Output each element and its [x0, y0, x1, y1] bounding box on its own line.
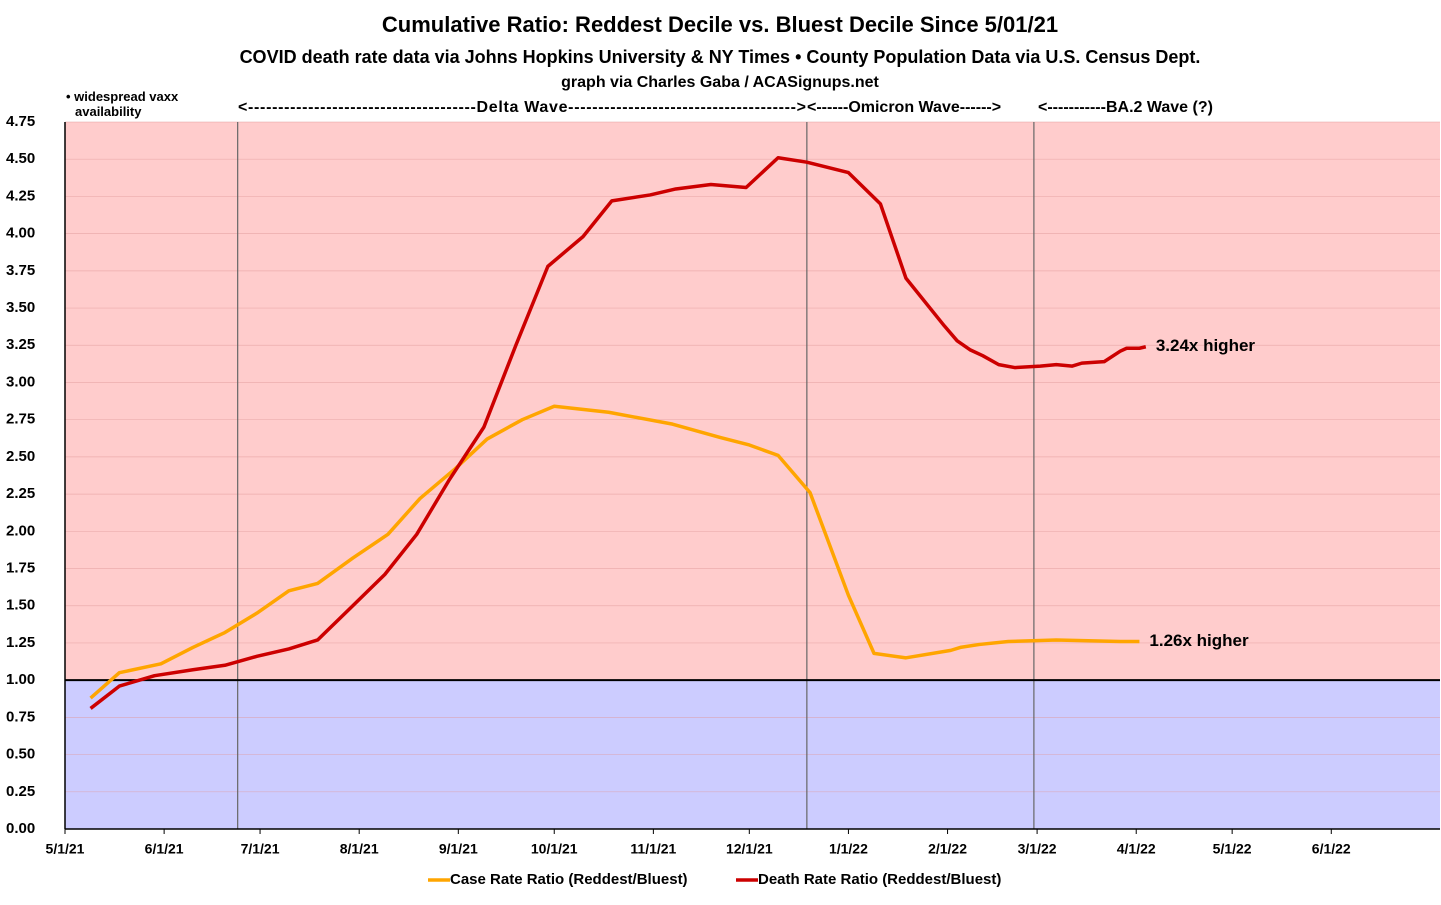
y-tick-label: 0.25 [6, 783, 35, 800]
end-label: 1.26x higher [1149, 631, 1249, 650]
y-tick-label: 3.50 [6, 299, 35, 316]
y-tick-label: 3.75 [6, 262, 35, 279]
series-line [89, 155, 1147, 710]
x-tick-label: 12/1/21 [726, 841, 773, 857]
y-tick-label: 3.25 [6, 336, 35, 353]
y-tick-label: 1.50 [6, 597, 35, 614]
x-tick-label: 5/1/22 [1213, 841, 1252, 857]
y-tick-label: 0.50 [6, 746, 35, 763]
x-tick-label: 6/1/22 [1312, 841, 1351, 857]
x-tick-label: 4/1/22 [1117, 841, 1156, 857]
annotation: <------Omicron Wave------> [807, 99, 1001, 116]
y-tick-label: 2.00 [6, 522, 35, 539]
y-tick-label: 1.00 [6, 671, 35, 688]
series-line [89, 404, 1140, 700]
x-tick-label: 1/1/22 [829, 841, 868, 857]
y-tick-label: 2.50 [6, 448, 35, 465]
y-tick-label: 1.75 [6, 559, 35, 576]
legend-label: Death Rate Ratio (Reddest/Bluest) [758, 871, 1001, 888]
chart-credit: graph via Charles Gaba / ACASignups.net [561, 74, 879, 91]
x-tick-label: 3/1/22 [1018, 841, 1057, 857]
end-label: 3.24x higher [1156, 336, 1256, 355]
chart-subtitle: COVID death rate data via Johns Hopkins … [240, 47, 1201, 67]
annotation: <--------------------------------------D… [238, 99, 806, 116]
x-tick-label: 11/1/21 [630, 841, 676, 857]
annotation: <-----------BA.2 Wave (?) [1038, 99, 1213, 116]
y-tick-label: 0.00 [6, 820, 35, 837]
y-tick-label: 2.75 [6, 411, 35, 428]
x-tick-label: 6/1/21 [145, 841, 184, 857]
legend-label: Case Rate Ratio (Reddest/Bluest) [450, 871, 688, 888]
chart-title: Cumulative Ratio: Reddest Decile vs. Blu… [382, 12, 1058, 37]
x-tick-label: 9/1/21 [439, 841, 478, 857]
y-tick-label: 4.25 [6, 187, 35, 204]
y-tick-label: 2.25 [6, 485, 35, 502]
x-tick-label: 7/1/21 [241, 841, 280, 857]
y-tick-label: 4.50 [6, 150, 35, 167]
y-tick-label: 3.00 [6, 373, 35, 390]
y-tick-label: 4.00 [6, 225, 35, 242]
y-tick-label: 4.75 [6, 113, 35, 130]
above-region [65, 122, 1440, 681]
x-tick-label: 2/1/22 [928, 841, 967, 857]
x-tick-label: 10/1/21 [531, 841, 578, 857]
x-tick-label: 5/1/21 [46, 841, 85, 857]
y-tick-label: 0.75 [6, 708, 35, 725]
x-tick-label: 8/1/21 [340, 841, 379, 857]
annotation: • widespread vaxx availability [66, 89, 179, 119]
y-tick-label: 1.25 [6, 634, 35, 651]
